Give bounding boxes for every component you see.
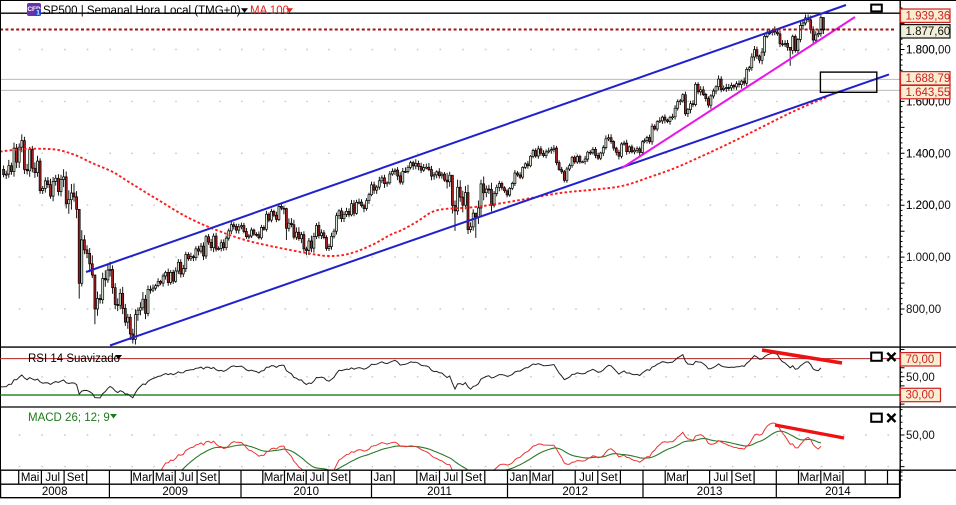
svg-text:Jan: Jan xyxy=(510,472,529,484)
svg-text:Jul: Jul xyxy=(443,472,458,484)
svg-text:1.800,00: 1.800,00 xyxy=(906,45,951,57)
svg-text:800,00: 800,00 xyxy=(906,304,941,316)
svg-text:Set: Set xyxy=(330,472,348,484)
svg-text:1.877,60: 1.877,60 xyxy=(906,26,951,38)
svg-text:2014: 2014 xyxy=(825,486,851,498)
svg-text:Jul: Jul xyxy=(310,472,325,484)
svg-text:Set: Set xyxy=(734,472,752,484)
svg-text:Mar: Mar xyxy=(666,472,686,484)
svg-text:Set: Set xyxy=(67,472,85,484)
svg-text:2008: 2008 xyxy=(42,486,68,498)
svg-text:2011: 2011 xyxy=(427,486,452,498)
svg-text:Mar: Mar xyxy=(800,472,820,484)
svg-text:MACD 26; 12; 9: MACD 26; 12; 9 xyxy=(28,412,110,424)
svg-text:SP500 | Semanal Hora Local (TM: SP500 | Semanal Hora Local (TMG+0) xyxy=(43,5,241,17)
svg-text:Jul: Jul xyxy=(179,472,194,484)
svg-text:1.643,55: 1.643,55 xyxy=(906,87,951,99)
svg-text:Jul: Jul xyxy=(713,472,728,484)
svg-text:Set: Set xyxy=(600,472,618,484)
svg-text:Mai: Mai xyxy=(155,472,174,484)
svg-text:Jul: Jul xyxy=(45,472,60,484)
svg-text:1.200,00: 1.200,00 xyxy=(906,200,951,212)
svg-text:2013: 2013 xyxy=(697,486,723,498)
svg-text:Set: Set xyxy=(465,472,483,484)
svg-text:Set: Set xyxy=(199,472,217,484)
svg-text:Mar: Mar xyxy=(264,472,284,484)
svg-text:Mai: Mai xyxy=(823,472,842,484)
svg-text:Mar: Mar xyxy=(132,472,152,484)
svg-text:50,00: 50,00 xyxy=(906,430,935,442)
svg-text:Jan: Jan xyxy=(374,472,393,484)
svg-text:30,00: 30,00 xyxy=(906,390,935,402)
svg-text:1.000,00: 1.000,00 xyxy=(906,252,951,264)
svg-text:Mar: Mar xyxy=(531,472,551,484)
svg-text:1.939,36: 1.939,36 xyxy=(906,10,951,22)
svg-text:1: 1 xyxy=(36,11,40,17)
svg-text:Mai: Mai xyxy=(286,472,305,484)
svg-text:1.600..: 1.600.. xyxy=(906,96,941,108)
svg-text:1.688,79: 1.688,79 xyxy=(906,73,951,85)
svg-text:1.600,00: 1.600,00 xyxy=(906,96,951,108)
svg-text:2012: 2012 xyxy=(562,486,588,498)
svg-text:50,00: 50,00 xyxy=(906,372,935,384)
svg-text:1.400..: 1.400.. xyxy=(906,148,941,160)
svg-text:Jul: Jul xyxy=(579,472,594,484)
svg-text:Mai: Mai xyxy=(21,472,40,484)
svg-text:1.400,00: 1.400,00 xyxy=(906,148,951,160)
svg-text:2010: 2010 xyxy=(293,486,319,498)
svg-text:70,00: 70,00 xyxy=(906,354,935,366)
svg-text:MA 100: MA 100 xyxy=(250,5,289,17)
svg-text:RSI 14 Suavizado: RSI 14 Suavizado xyxy=(28,353,120,365)
svg-text:1.200..: 1.200.. xyxy=(906,200,941,212)
svg-text:Mai: Mai xyxy=(419,472,438,484)
svg-text:2009: 2009 xyxy=(162,486,188,498)
svg-text:1.800..: 1.800.. xyxy=(906,45,941,57)
svg-text:CFD: CFD xyxy=(27,6,41,13)
